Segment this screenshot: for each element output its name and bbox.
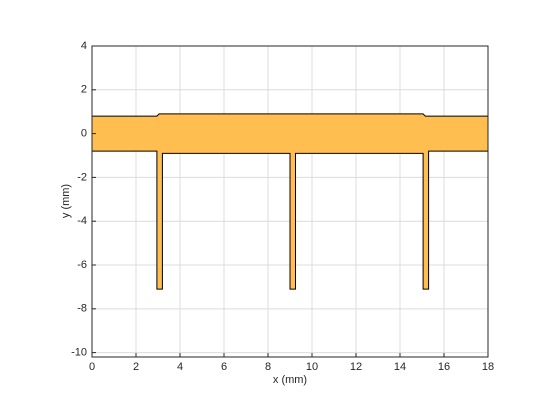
tick-layer: 0 2 4 6 8 10 12 14 16 18 -10 -8 -6 -4 -2 0 2 4	[71, 40, 494, 373]
y-tick-label: -8	[77, 303, 87, 315]
x-axis-label: x (mm)	[273, 374, 307, 386]
y-tick-label: -10	[71, 347, 87, 359]
shape-outline	[91, 113, 489, 290]
x-tick-label: 2	[133, 361, 139, 373]
x-tick-label: 10	[306, 361, 318, 373]
y-tick-label: 2	[81, 84, 87, 96]
x-tick-label: 18	[482, 361, 494, 373]
x-tick-label: 12	[350, 361, 362, 373]
y-axis-label: y (mm)	[60, 184, 72, 218]
x-tick-label: 8	[265, 361, 271, 373]
x-tick-label: 6	[221, 361, 227, 373]
x-tick-label: 4	[177, 361, 183, 373]
x-tick-label: 14	[394, 361, 406, 373]
x-tick-label: 0	[89, 361, 95, 373]
y-tick-label: -4	[77, 215, 87, 227]
y-tick-label: 0	[81, 128, 87, 140]
x-tick-label: 16	[438, 361, 450, 373]
y-tick-label: -2	[77, 171, 87, 183]
y-tick-label: 4	[81, 40, 87, 52]
y-tick-label: -6	[77, 259, 87, 271]
shape-layer	[91, 113, 489, 290]
axes-box	[91, 45, 489, 358]
